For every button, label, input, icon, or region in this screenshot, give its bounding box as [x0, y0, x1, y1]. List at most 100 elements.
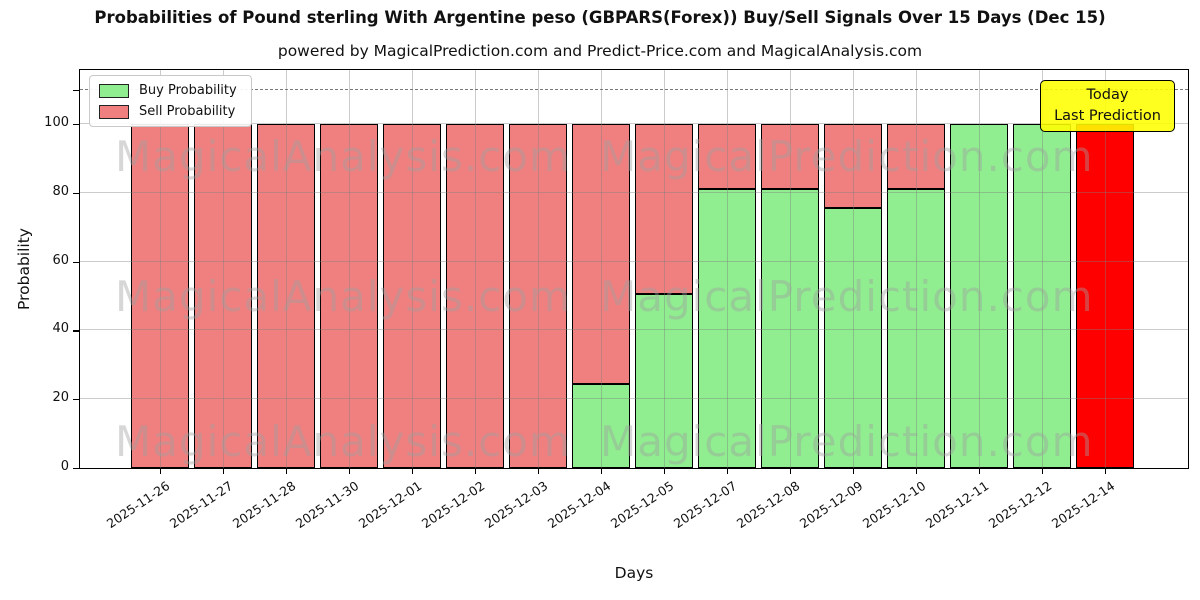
- bar-segment-sell: [761, 124, 819, 190]
- y-tick-mark: [73, 468, 79, 470]
- x-gridline: [1042, 70, 1043, 468]
- x-tick-label: 2025-12-03: [481, 478, 551, 532]
- x-tick-mark: [160, 469, 162, 474]
- today-annotation-line1: Today: [1086, 86, 1129, 103]
- watermark-prediction: MagicalPrediction.com: [600, 272, 1094, 321]
- x-tick-mark: [1105, 469, 1107, 474]
- x-tick-mark: [979, 469, 981, 474]
- y-axis-label: Probability: [15, 228, 33, 310]
- bar-segment-buy: [572, 384, 630, 468]
- legend-label-buy: Buy Probability: [139, 83, 237, 98]
- watermark-prediction: MagicalPrediction.com: [600, 132, 1094, 181]
- y-tick-label: 80: [52, 183, 69, 199]
- buy-swatch-icon: [99, 83, 129, 98]
- bar-segment-sell: [320, 124, 378, 468]
- x-tick-mark: [790, 469, 792, 474]
- sell-swatch-icon: [99, 104, 129, 119]
- today-annotation: Today Last Prediction: [1040, 80, 1175, 132]
- y-tick-mark: [73, 192, 79, 195]
- y-tick-label: 0: [60, 459, 69, 474]
- x-tick-label: 2025-12-08: [733, 478, 803, 532]
- y-gridline: [80, 191, 1188, 193]
- x-tick-label: 2025-12-02: [418, 478, 488, 532]
- x-tick-mark: [727, 469, 729, 474]
- y-tick-label: 20: [52, 390, 69, 406]
- today-annotation-line2: Last Prediction: [1054, 108, 1161, 124]
- legend-item-sell: Sell Probability: [99, 104, 237, 119]
- y-tick-mark: [73, 89, 79, 91]
- watermark-prediction: MagicalPrediction.com: [600, 417, 1094, 466]
- x-tick-label: 2025-12-05: [607, 478, 677, 532]
- watermark-analysis: MagicalAnalysis.com: [115, 132, 571, 181]
- plot-area: Buy Probability Sell Probability Today L…: [79, 69, 1189, 469]
- y-gridline: [80, 329, 1188, 331]
- bar-segment-sell: [887, 124, 945, 190]
- x-tick-label: 2025-12-12: [985, 478, 1055, 532]
- bar-segment-sell: [635, 124, 693, 294]
- y-tick-label: 60: [52, 252, 69, 268]
- y-tick-label: 40: [52, 321, 69, 337]
- x-tick-label: 2025-12-07: [670, 478, 740, 532]
- x-tick-mark: [916, 469, 918, 474]
- dashed-reference-line: [80, 88, 1188, 90]
- x-axis-label: Days: [614, 564, 654, 582]
- bar-segment-sell: [383, 124, 441, 468]
- x-tick-mark: [664, 469, 666, 474]
- watermark-analysis: MagicalAnalysis.com: [115, 272, 571, 321]
- bar-segment-sell: [194, 124, 252, 468]
- x-gridline: [601, 70, 602, 468]
- x-tick-mark: [412, 469, 414, 474]
- x-gridline: [160, 70, 161, 468]
- x-gridline: [664, 70, 665, 468]
- x-tick-label: 2025-12-04: [544, 478, 614, 532]
- x-tick-mark: [475, 469, 477, 474]
- y-tick-mark: [73, 261, 79, 263]
- x-tick-label: 2025-12-01: [355, 478, 425, 532]
- x-gridline: [979, 70, 980, 468]
- legend-item-buy: Buy Probability: [99, 83, 237, 98]
- chart-subtitle: powered by MagicalPrediction.com and Pre…: [277, 42, 923, 60]
- x-gridline: [475, 70, 476, 468]
- x-gridline: [853, 70, 854, 468]
- x-gridline: [286, 70, 287, 468]
- y-tick-mark: [73, 124, 79, 126]
- y-gridline: [80, 260, 1188, 262]
- bar-segment-sell: [572, 124, 630, 385]
- x-tick-label: 2025-11-26: [103, 478, 173, 532]
- y-gridline: [80, 398, 1188, 400]
- x-tick-label: 2025-11-30: [292, 478, 362, 532]
- x-gridline: [538, 70, 539, 468]
- bar-segment-sell: [698, 124, 756, 190]
- x-tick-mark: [601, 469, 603, 474]
- y-tick-mark: [73, 399, 79, 401]
- x-tick-mark: [286, 469, 288, 474]
- chart-title: Probabilities of Pound sterling With Arg…: [94, 8, 1106, 27]
- bar-segment-sell: [1076, 124, 1134, 468]
- bar-segment-buy: [824, 207, 882, 468]
- x-tick-mark: [223, 469, 225, 474]
- x-tick-label: 2025-11-27: [166, 478, 236, 532]
- legend-label-sell: Sell Probability: [139, 104, 236, 119]
- x-tick-mark: [538, 469, 540, 474]
- x-tick-label: 2025-11-28: [229, 478, 299, 532]
- x-gridline: [412, 70, 413, 468]
- bar-segment-buy: [635, 293, 693, 468]
- x-gridline: [727, 70, 728, 468]
- bar-segment-sell: [509, 124, 567, 468]
- y-tick-mark: [73, 330, 79, 332]
- legend: Buy Probability Sell Probability: [89, 75, 252, 127]
- bar-segment-sell: [131, 124, 189, 468]
- bar-segment-buy: [1013, 124, 1071, 468]
- x-tick-label: 2025-12-10: [859, 478, 929, 532]
- x-tick-mark: [1042, 469, 1044, 474]
- x-tick-mark: [349, 469, 351, 474]
- x-gridline: [790, 70, 791, 468]
- y-gridline: [80, 123, 1188, 125]
- x-gridline: [349, 70, 350, 468]
- x-tick-label: 2025-12-09: [796, 478, 866, 532]
- watermark-analysis: MagicalAnalysis.com: [115, 417, 571, 466]
- x-gridline: [916, 70, 917, 468]
- x-tick-label: 2025-12-14: [1048, 478, 1118, 532]
- x-tick-label: 2025-12-11: [922, 478, 992, 532]
